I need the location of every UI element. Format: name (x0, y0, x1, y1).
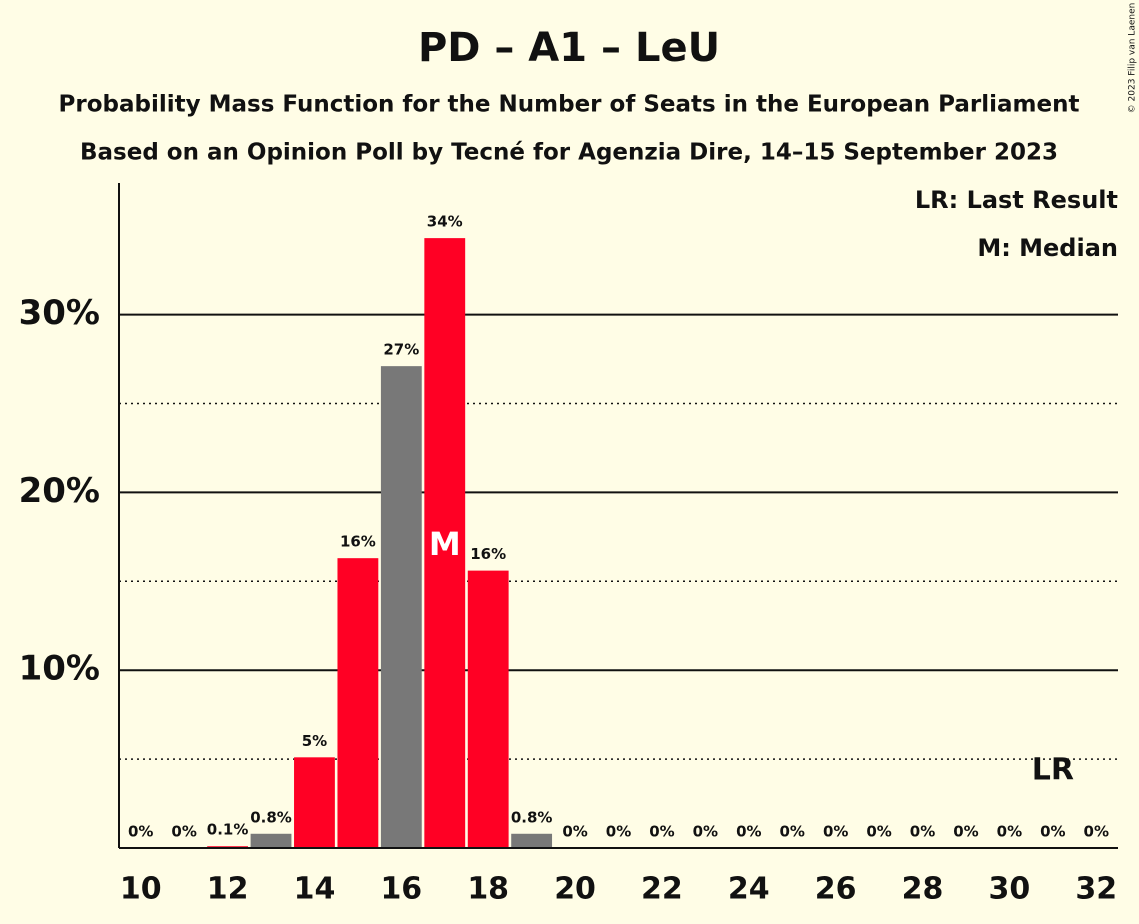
value-label: 0% (1084, 823, 1109, 841)
x-tick-label: 16 (380, 872, 422, 907)
chart-subtitle: Probability Mass Function for the Number… (59, 92, 1080, 118)
value-label: 0% (866, 823, 891, 841)
y-tick-label: 30% (19, 293, 100, 333)
x-tick-label: 26 (815, 872, 857, 907)
value-label: 0% (693, 823, 718, 841)
last-result-marker: LR (1032, 753, 1074, 788)
value-label: 5% (302, 732, 327, 750)
x-tick-label: 20 (554, 872, 596, 907)
x-tick-label: 12 (207, 872, 249, 907)
value-label: 0% (823, 823, 848, 841)
copyright: © 2023 Filip van Laenen (1128, 3, 1138, 114)
y-tick-label: 10% (19, 649, 100, 689)
value-label: 16% (340, 533, 376, 551)
legend-entry: LR: Last Result (915, 186, 1118, 214)
bar (250, 833, 292, 848)
bar (511, 833, 553, 848)
value-label: 0% (780, 823, 805, 841)
value-label: 0% (997, 823, 1022, 841)
value-label: 0% (171, 823, 196, 841)
value-label: 0% (910, 823, 935, 841)
median-marker: M (429, 525, 461, 563)
value-label: 0.1% (207, 821, 249, 839)
bar (424, 238, 466, 849)
bar (380, 366, 422, 848)
legend-entry: M: Median (977, 234, 1118, 262)
bar (337, 558, 379, 848)
value-label: 0% (128, 823, 153, 841)
x-tick-label: 30 (989, 872, 1031, 907)
x-tick-label: 32 (1075, 872, 1117, 907)
x-tick-label: 28 (902, 872, 944, 907)
chart-title: PD – A1 – LeU (418, 25, 720, 71)
x-tick-label: 22 (641, 872, 683, 907)
x-tick-label: 14 (294, 872, 336, 907)
value-label: 0% (953, 823, 978, 841)
y-tick-label: 20% (19, 471, 100, 511)
value-label: 27% (383, 341, 419, 359)
value-label: 0% (606, 823, 631, 841)
x-tick-label: 10 (120, 872, 162, 907)
bar (467, 570, 509, 848)
chart-subtitle: Based on an Opinion Poll by Tecné for Ag… (80, 140, 1058, 166)
x-tick-label: 24 (728, 872, 770, 907)
value-label: 16% (470, 545, 506, 563)
value-label: 0% (562, 823, 587, 841)
value-label: 0% (649, 823, 674, 841)
value-label: 34% (427, 213, 463, 231)
bar (294, 757, 335, 848)
value-label: 0.8% (250, 808, 292, 826)
value-label: 0.8% (511, 808, 553, 826)
value-label: 0% (736, 823, 761, 841)
value-label: 0% (1040, 823, 1065, 841)
x-tick-label: 18 (467, 872, 509, 907)
